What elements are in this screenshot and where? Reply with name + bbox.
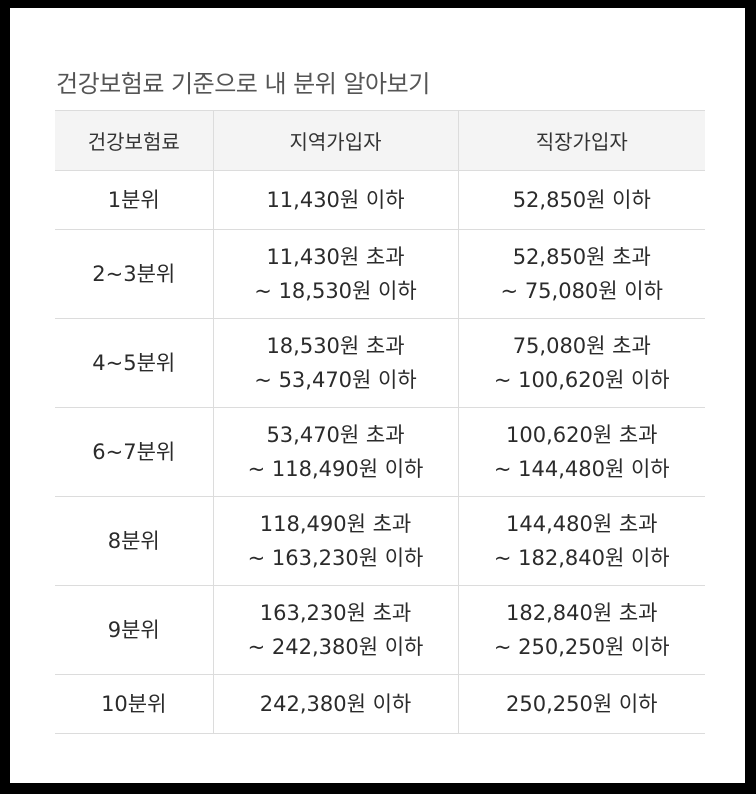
employee-line: ~ 182,840원 이하 — [493, 546, 670, 570]
table-row: 10분위 242,380원 이하 250,250원 이하 — [55, 674, 705, 734]
quantile-cell: 1분위 — [55, 170, 213, 230]
table-row: 4~5분위 18,530원 초과 ~ 53,470원 이하 75,080원 초과… — [55, 318, 705, 408]
regional-line: 11,430원 이하 — [266, 188, 405, 212]
regional-line: 11,430원 초과 — [266, 245, 405, 269]
quantile-cell: 2~3분위 — [55, 229, 213, 319]
employee-cell: 52,850원 초과 ~ 75,080원 이하 — [457, 229, 705, 319]
regional-cell: 53,470원 초과 ~ 118,490원 이하 — [212, 407, 458, 497]
regional-line: ~ 163,230원 이하 — [247, 546, 424, 570]
regional-cell: 18,530원 초과 ~ 53,470원 이하 — [212, 318, 458, 408]
employee-cell: 75,080원 초과 ~ 100,620원 이하 — [457, 318, 705, 408]
quantile-cell: 6~7분위 — [55, 407, 213, 497]
table-row: 2~3분위 11,430원 초과 ~ 18,530원 이하 52,850원 초과… — [55, 229, 705, 319]
regional-line: ~ 18,530원 이하 — [254, 279, 417, 303]
employee-cell: 144,480원 초과 ~ 182,840원 이하 — [457, 496, 705, 586]
regional-cell: 242,380원 이하 — [212, 674, 458, 734]
regional-line: ~ 118,490원 이하 — [247, 457, 424, 481]
employee-line: ~ 100,620원 이하 — [493, 368, 670, 392]
employee-line: 52,850원 이하 — [512, 188, 651, 212]
regional-line: 118,490원 초과 — [259, 512, 412, 536]
quantile-cell: 10분위 — [55, 674, 213, 734]
table-header-row: 건강보험료 지역가입자 직장가입자 — [55, 110, 705, 171]
regional-cell: 118,490원 초과 ~ 163,230원 이하 — [212, 496, 458, 586]
table-row: 9분위 163,230원 초과 ~ 242,380원 이하 182,840원 초… — [55, 585, 705, 675]
employee-line: 182,840원 초과 — [506, 601, 658, 625]
regional-cell: 11,430원 초과 ~ 18,530원 이하 — [212, 229, 458, 319]
quantile-cell: 9분위 — [55, 585, 213, 675]
regional-line: 163,230원 초과 — [259, 601, 412, 625]
employee-cell: 182,840원 초과 ~ 250,250원 이하 — [457, 585, 705, 675]
employee-cell: 52,850원 이하 — [457, 170, 705, 230]
employee-line: 100,620원 초과 — [506, 423, 658, 447]
header-insurance-premium: 건강보험료 — [55, 110, 213, 171]
regional-line: 242,380원 이하 — [259, 692, 412, 716]
employee-line: 144,480원 초과 — [506, 512, 658, 536]
employee-cell: 100,620원 초과 ~ 144,480원 이하 — [457, 407, 705, 497]
regional-line: ~ 53,470원 이하 — [254, 368, 417, 392]
regional-line: ~ 242,380원 이하 — [247, 635, 424, 659]
regional-line: 18,530원 초과 — [266, 334, 405, 358]
quantile-cell: 4~5분위 — [55, 318, 213, 408]
page-frame: 건강보험료 기준으로 내 분위 알아보기 건강보험료 지역가입자 직장가입자 1… — [10, 8, 745, 783]
page-title: 건강보험료 기준으로 내 분위 알아보기 — [56, 70, 430, 98]
regional-line: 53,470원 초과 — [266, 423, 405, 447]
employee-line: 250,250원 이하 — [506, 692, 658, 716]
regional-cell: 11,430원 이하 — [212, 170, 458, 230]
employee-cell: 250,250원 이하 — [457, 674, 705, 734]
employee-line: ~ 144,480원 이하 — [493, 457, 670, 481]
table-row: 6~7분위 53,470원 초과 ~ 118,490원 이하 100,620원 … — [55, 407, 705, 497]
quantile-cell: 8분위 — [55, 496, 213, 586]
employee-line: 75,080원 초과 — [512, 334, 651, 358]
employee-line: ~ 250,250원 이하 — [493, 635, 670, 659]
header-regional-subscriber: 지역가입자 — [212, 110, 458, 171]
regional-cell: 163,230원 초과 ~ 242,380원 이하 — [212, 585, 458, 675]
table-row: 8분위 118,490원 초과 ~ 163,230원 이하 144,480원 초… — [55, 496, 705, 586]
quantile-table: 건강보험료 지역가입자 직장가입자 1분위 11,430원 이하 52,850원… — [55, 110, 705, 734]
table-row: 1분위 11,430원 이하 52,850원 이하 — [55, 170, 705, 230]
employee-line: ~ 75,080원 이하 — [500, 279, 663, 303]
employee-line: 52,850원 초과 — [512, 245, 651, 269]
header-employee-subscriber: 직장가입자 — [457, 110, 705, 171]
